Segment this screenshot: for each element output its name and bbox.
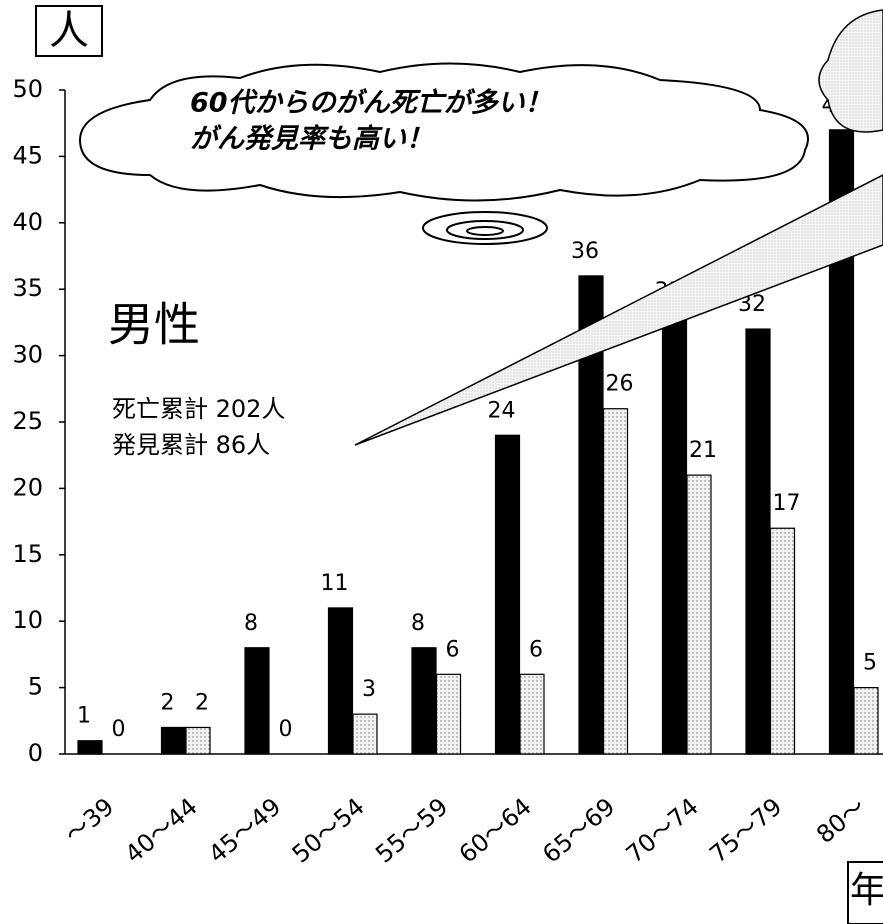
bar (435, 673, 462, 755)
x-tick-label: 40～44 (120, 793, 203, 869)
data-label: 8 (411, 611, 425, 636)
y-tick-label: 10 (12, 606, 43, 634)
x-tick-label: ～39 (60, 793, 120, 850)
bar (160, 726, 187, 755)
callout-shapes (78, 9, 883, 446)
data-label: 26 (606, 372, 634, 397)
data-label: 8 (244, 611, 258, 636)
note: 発見累計 86人 (112, 431, 270, 459)
x-tick-label: 55～59 (370, 793, 453, 869)
bar (494, 434, 521, 755)
bar (77, 740, 103, 755)
x-tick-label: 65～69 (537, 793, 620, 869)
callout-text: がん発見率も高い！ (190, 124, 433, 155)
data-label: 5 (863, 651, 877, 676)
data-label: 6 (529, 637, 543, 662)
y-tick-label: 0 (28, 739, 43, 767)
data-label: 2 (195, 690, 209, 715)
data-label: 21 (689, 438, 717, 463)
y-unit: 人 (49, 8, 89, 54)
x-tick-label: 70～74 (621, 793, 704, 869)
bar (661, 315, 688, 755)
bar (602, 408, 629, 755)
bar (327, 607, 354, 755)
x-unit-box (847, 861, 883, 924)
bar (352, 713, 378, 755)
data-label: 6 (446, 637, 460, 662)
data-label: 3 (362, 677, 376, 702)
data-label: 11 (321, 571, 349, 596)
x-tick-label: 50～54 (287, 793, 370, 869)
y-tick-label: 25 (12, 407, 43, 435)
bar (519, 673, 545, 755)
note: 死亡累計 202人 (112, 395, 285, 423)
x-unit: 年 (850, 870, 883, 911)
data-label: 36 (571, 239, 599, 264)
y-tick-label: 40 (12, 208, 43, 236)
bar (411, 647, 437, 755)
bar (853, 686, 879, 755)
data-label: 0 (279, 717, 293, 742)
unit-box (35, 5, 103, 57)
bar (185, 726, 211, 755)
x-tick-label: 75～79 (704, 793, 787, 869)
callout-text: 60代からのがん死亡が多い！ (190, 88, 552, 119)
data-label: 1 (77, 704, 91, 729)
x-tick-label: 45～49 (203, 793, 286, 869)
series-label: 男性 (108, 298, 200, 352)
bar (745, 328, 771, 755)
y-tick-label: 15 (12, 540, 43, 568)
data-label: 17 (773, 491, 801, 516)
bar (769, 527, 796, 755)
y-tick-label: 20 (12, 473, 43, 501)
x-tick-label: 60～64 (454, 793, 537, 869)
y-tick-label: 45 (12, 141, 43, 169)
y-tick-label: 50 (12, 75, 43, 103)
y-tick-label: 35 (12, 274, 43, 302)
bar (244, 647, 270, 755)
data-label: 0 (112, 717, 126, 742)
y-tick-label: 30 (12, 341, 43, 369)
data-label: 24 (488, 398, 516, 423)
bar (686, 474, 712, 755)
y-tick-label: 5 (28, 673, 43, 701)
x-tick-label: 80～ (811, 793, 871, 850)
data-label: 2 (161, 690, 175, 715)
